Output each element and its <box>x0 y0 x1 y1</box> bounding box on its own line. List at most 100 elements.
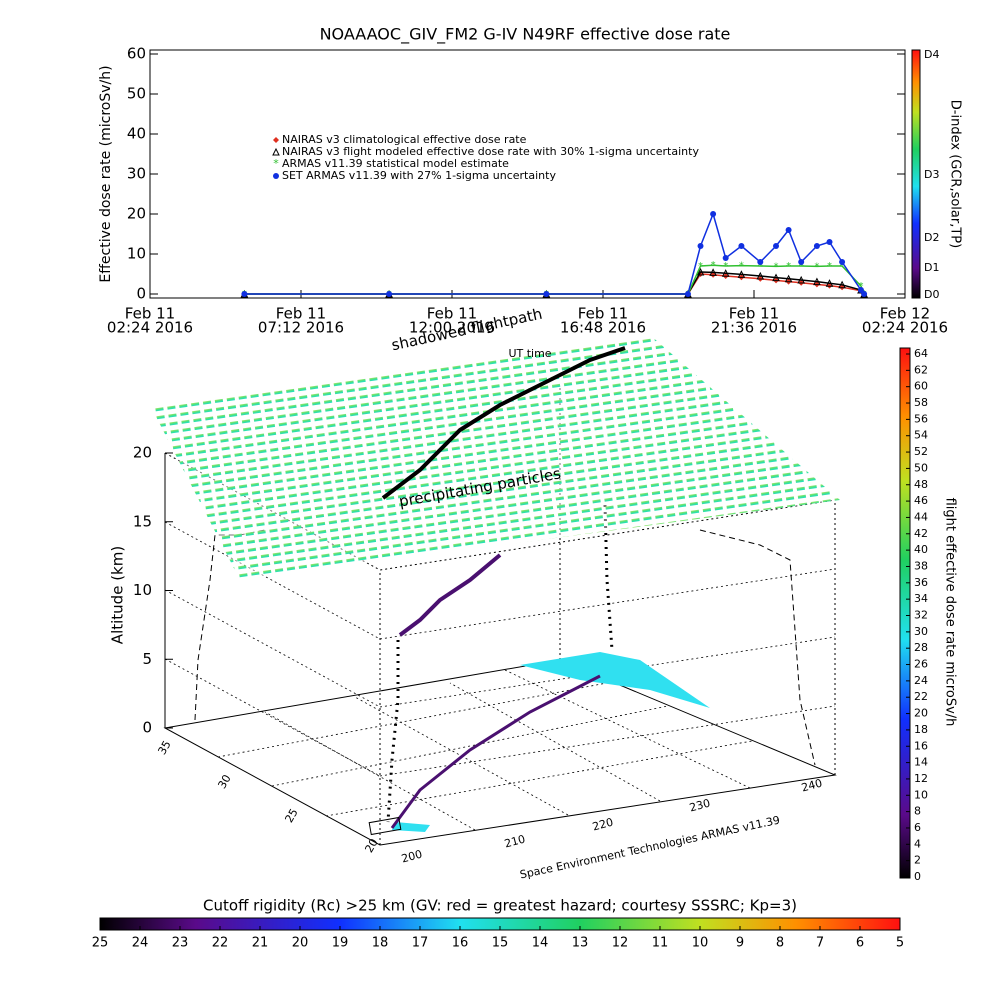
point <box>813 277 821 286</box>
x-tick-label: 16:48 2016 <box>560 319 646 337</box>
point <box>773 243 780 249</box>
point <box>756 271 765 280</box>
dindex-tick-label: D2 <box>924 231 939 244</box>
legend-label: NAIRAS v3 flight modeled effective dose … <box>282 145 699 158</box>
rigidity-tick-label: 18 <box>372 936 389 951</box>
dose-tick-label: 26 <box>914 658 928 671</box>
rigidity-tick-label: 6 <box>856 936 864 951</box>
dose-tick-label: 54 <box>914 429 928 442</box>
rigidity-tick-label: 7 <box>816 936 824 951</box>
point: * <box>799 261 804 272</box>
point: * <box>814 261 819 272</box>
x-tick-label: 07:12 2016 <box>258 319 344 337</box>
rigidity-tick-label: 25 <box>92 936 109 951</box>
dose-tick-label: 4 <box>914 837 921 850</box>
legend-marker <box>273 137 279 143</box>
point <box>757 259 764 265</box>
dose-tick-label: 14 <box>914 756 928 769</box>
rigidity-tick-label: 23 <box>172 936 189 951</box>
dose-colorbar-label: flight effective dose rate microSv/h <box>943 498 958 727</box>
point <box>710 211 717 217</box>
point <box>861 291 868 297</box>
drop-line <box>386 640 400 823</box>
rigidity-tick-label: 20 <box>292 936 309 951</box>
y3d-tick-label: 25 <box>282 806 300 825</box>
rigidity-patch <box>520 652 710 708</box>
y-tick-label: 30 <box>127 165 146 183</box>
y3d-tick-label: 30 <box>215 772 233 791</box>
point <box>721 269 730 277</box>
point: * <box>698 261 703 272</box>
particle-sheet <box>150 335 840 580</box>
z-tick-label: 15 <box>133 512 152 530</box>
dindex-tick-label: D0 <box>924 288 939 301</box>
dose-tick-label: 24 <box>914 674 928 687</box>
x3d-tick-label: 210 <box>503 833 527 851</box>
point <box>738 243 745 249</box>
dose-tick-label: 18 <box>914 723 928 736</box>
z-tick-label: 10 <box>133 581 152 599</box>
rigidity-tick-label: 17 <box>412 936 429 951</box>
dindex-label: D-index (GCR,solar,TP) <box>948 100 963 248</box>
dose-tick-label: 32 <box>914 609 928 622</box>
dose-tick-label: 52 <box>914 445 928 458</box>
rigidity-patch <box>392 822 430 832</box>
rigidity-tick-label: 16 <box>452 936 469 951</box>
rigidity-colorbar-label: Cutoff rigidity (Rc) >25 km (GV: red = g… <box>203 897 797 915</box>
point: * <box>711 260 716 271</box>
mid-track <box>398 553 502 637</box>
chart-title: NOAAAOC_GIV_FM2 G-IV N49RF effective dos… <box>320 25 731 45</box>
point <box>543 291 550 297</box>
y-tick-label: 0 <box>136 285 146 303</box>
point: * <box>758 261 763 272</box>
rigidity-tick-label: 10 <box>692 936 709 951</box>
dose-tick-label: 42 <box>914 527 928 540</box>
rigidity-tick-label: 22 <box>212 936 229 951</box>
dose-tick-label: 58 <box>914 396 928 409</box>
point <box>684 291 691 297</box>
dose-tick-label: 22 <box>914 690 928 703</box>
x3d-tick-label: 220 <box>591 816 615 834</box>
dose-tick-label: 8 <box>914 805 921 818</box>
point <box>386 291 393 297</box>
legend-marker <box>272 147 280 156</box>
dose-tick-label: 64 <box>914 347 928 360</box>
legend-label: NAIRAS v3 climatological effective dose … <box>282 133 527 146</box>
series-line <box>244 271 865 295</box>
legend-marker <box>273 173 279 179</box>
colorbar-dindex <box>911 49 921 299</box>
dose-tick-label: 10 <box>914 788 928 801</box>
dose-tick-label: 20 <box>914 707 928 720</box>
dose-tick-label: 36 <box>914 576 928 589</box>
x-tick-label: Feb 12 <box>880 305 930 323</box>
credit: Space Environment Technologies ARMAS v11… <box>519 814 781 882</box>
point <box>737 270 746 278</box>
z-tick-label: 20 <box>133 444 152 462</box>
y3d-tick-label: 20 <box>362 836 380 855</box>
z-axis-label: Altitude (km) <box>109 546 127 644</box>
y-tick-label: 40 <box>127 125 146 143</box>
point <box>722 255 729 261</box>
dose-tick-label: 46 <box>914 494 928 507</box>
x-tick-label: 02:24 2016 <box>107 319 193 337</box>
point: * <box>739 261 744 272</box>
dose-tick-label: 2 <box>914 854 921 867</box>
legend-label: SET ARMAS v11.39 with 27% 1-sigma uncert… <box>282 169 556 182</box>
x3d-tick-label: 230 <box>688 797 712 815</box>
rigidity-tick-label: 12 <box>612 936 629 951</box>
y-tick-label: 60 <box>127 45 146 63</box>
dose-tick-label: 28 <box>914 641 928 654</box>
point <box>798 259 805 265</box>
dindex-tick-label: D3 <box>924 168 939 181</box>
dose-tick-label: 56 <box>914 412 928 425</box>
dose-tick-label: 44 <box>914 510 928 523</box>
point: * <box>827 261 832 272</box>
dose-tick-label: 34 <box>914 592 928 605</box>
point <box>709 268 717 276</box>
x-tick-label: Feb 11 <box>578 305 628 323</box>
start-marker <box>368 816 402 836</box>
x-tick-label: Feb 11 <box>729 305 779 323</box>
x-tick-label: Feb 11 <box>125 305 175 323</box>
rigidity-tick-label: 24 <box>132 936 149 951</box>
